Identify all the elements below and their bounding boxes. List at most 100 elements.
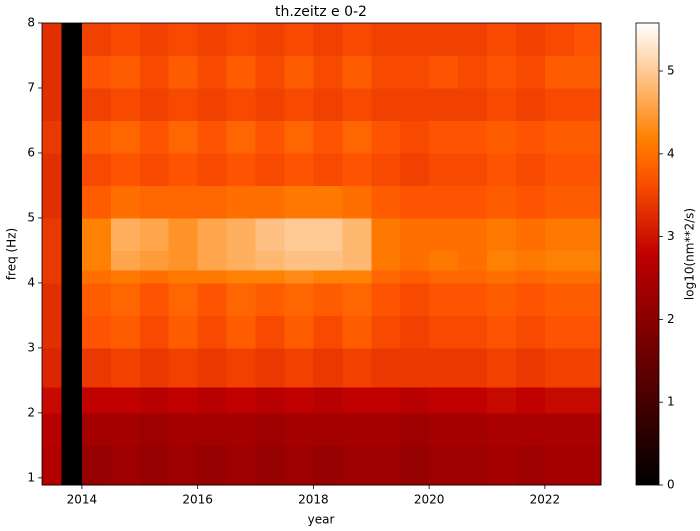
heatmap-cell (110, 412, 141, 446)
heatmap-cell (544, 250, 575, 271)
heatmap-cell (515, 120, 546, 154)
heatmap-cell (487, 386, 517, 414)
heatmap-cell (197, 386, 228, 414)
heatmap-cell (487, 315, 517, 349)
heatmap-cell (573, 152, 602, 186)
heatmap-cell (487, 23, 517, 56)
heatmap-cell (371, 217, 401, 251)
heatmap-cell (458, 217, 488, 251)
heatmap-cell (42, 269, 63, 284)
heatmap-cell (313, 269, 343, 284)
heatmap-cell (197, 185, 228, 219)
heatmap-cell (168, 87, 199, 121)
heatmap-cell (197, 445, 228, 486)
heatmap-cell (255, 386, 285, 414)
heatmap-cell (284, 120, 314, 154)
heatmap-cell (544, 386, 575, 414)
heatmap-cell (313, 315, 343, 349)
heatmap-cell (400, 445, 430, 486)
colorbar-tick-label: 1 (667, 395, 675, 409)
heatmap-cell (168, 250, 199, 271)
heatmap-cell (226, 217, 257, 251)
heatmap-cell (61, 282, 83, 316)
heatmap-cell (573, 217, 602, 251)
heatmap-cell (487, 269, 517, 284)
heatmap-cell (42, 217, 63, 251)
heatmap-cell (284, 217, 314, 251)
heatmap-cell (342, 152, 372, 186)
heatmap-cell (313, 23, 343, 56)
heatmap-cell (429, 347, 459, 388)
heatmap-cell (81, 217, 112, 251)
heatmap-cell (429, 120, 459, 154)
heatmap-cell (342, 282, 372, 316)
heatmap-cell (226, 250, 257, 271)
heatmap-cell (313, 185, 343, 219)
heatmap-cell (515, 347, 546, 388)
heatmap-cell (342, 120, 372, 154)
heatmap-cell (515, 282, 546, 316)
heatmap-cell (400, 55, 430, 89)
heatmap-cell (110, 120, 141, 154)
heatmap-cell (487, 55, 517, 89)
heatmap-cell (81, 412, 112, 446)
heatmap-cell (81, 386, 112, 414)
heatmap-cell (42, 87, 63, 121)
heatmap-cell (61, 445, 83, 486)
heatmap-cell (226, 282, 257, 316)
heatmap-cell (544, 445, 575, 486)
heatmap-cell (284, 282, 314, 316)
heatmap-cell (168, 23, 199, 56)
heatmap-cell (429, 412, 459, 446)
heatmap-cell (371, 282, 401, 316)
heatmap-cell (487, 250, 517, 271)
heatmap-cell (371, 120, 401, 154)
heatmap-cell (110, 87, 141, 121)
heatmap-cell (515, 185, 546, 219)
heatmap-cell (226, 347, 257, 388)
heatmap-cell (573, 282, 602, 316)
heatmap-cell (255, 412, 285, 446)
heatmap-cell (429, 269, 459, 284)
heatmap-cell (313, 87, 343, 121)
heatmap-cell (110, 152, 141, 186)
heatmap-cell (573, 269, 602, 284)
heatmap-cell (544, 269, 575, 284)
heatmap-cell (371, 412, 401, 446)
heatmap-cell (61, 152, 83, 186)
heatmap-cell (255, 87, 285, 121)
heatmap-cell (342, 315, 372, 349)
heatmap-cell (226, 152, 257, 186)
heatmap-cell (342, 55, 372, 89)
heatmap-cell (197, 282, 228, 316)
heatmap-cell (573, 445, 602, 486)
heatmap-cell (458, 386, 488, 414)
y-tick-label: 8 (27, 16, 35, 30)
heatmap-cell (197, 217, 228, 251)
heatmap-cell (400, 152, 430, 186)
heatmap-cell (458, 120, 488, 154)
x-tick-label: 2020 (414, 493, 445, 507)
heatmap-cell (226, 445, 257, 486)
heatmap-cell (458, 250, 488, 271)
heatmap-cell (81, 347, 112, 388)
heatmap-cell (458, 269, 488, 284)
heatmap-cell (139, 55, 170, 89)
heatmap-cell (313, 445, 343, 486)
heatmap-cell (313, 282, 343, 316)
heatmap-cell (110, 250, 141, 271)
x-tick-label: 2022 (530, 493, 561, 507)
heatmap-cell (110, 282, 141, 316)
heatmap-cell (226, 87, 257, 121)
heatmap-cell (371, 55, 401, 89)
heatmap-cell (487, 445, 517, 486)
heatmap-cell (139, 347, 170, 388)
heatmap-cell (313, 347, 343, 388)
x-axis-label: year (308, 513, 335, 527)
heatmap-cell (458, 282, 488, 316)
heatmap-cell (255, 347, 285, 388)
heatmap-cell (400, 315, 430, 349)
heatmap-cell (61, 217, 83, 251)
heatmap-cell (255, 152, 285, 186)
